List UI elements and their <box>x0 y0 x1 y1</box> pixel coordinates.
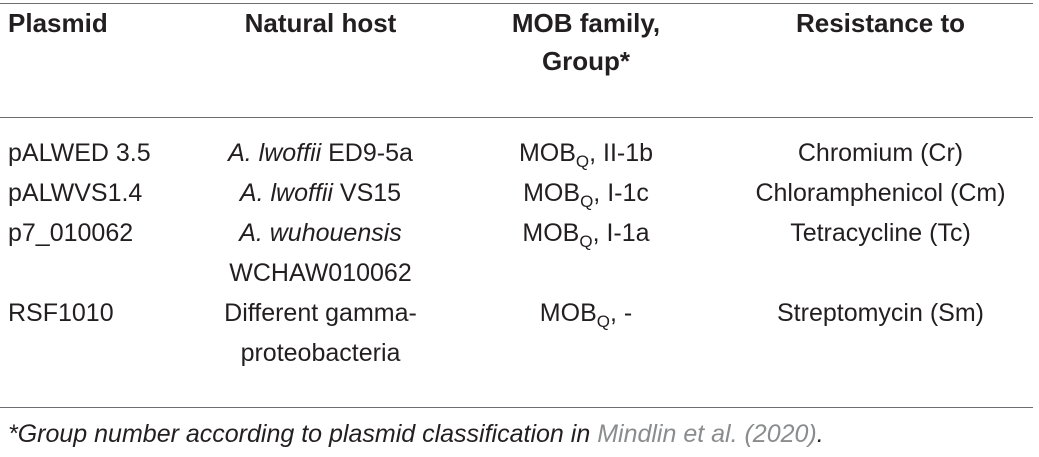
mob-group: , I-1a <box>592 219 650 247</box>
host-description-line2: proteobacteria <box>240 339 401 367</box>
header-natural-host: Natural host <box>244 8 397 38</box>
footnote-period: . <box>816 420 824 448</box>
host-strain: ED9-5a <box>321 139 413 167</box>
header-row: Plasmid Natural host MOB family, Group* R… <box>0 4 1033 117</box>
cell-mob-family: MOBQ, II-1b <box>444 117 728 173</box>
mob-subscript: Q <box>580 192 594 211</box>
mob-group: , I-1c <box>593 179 649 207</box>
mob-base: MOB <box>539 299 597 327</box>
mob-subscript: Q <box>579 232 593 251</box>
table-row: pALWVS1.4 A. lwoffii VS15 MOBQ, I-1c Chl… <box>0 173 1033 213</box>
table-row: RSF1010 Different gamma-proteobacteria M… <box>0 293 1033 373</box>
mob-base: MOB <box>523 179 581 207</box>
cell-resistance: Streptomycin (Sm) <box>777 299 984 327</box>
plasmid-table: Plasmid Natural host MOB family, Group* R… <box>0 4 1033 373</box>
table-header: Plasmid Natural host MOB family, Group* R… <box>0 4 1033 117</box>
cell-natural-host: Different gamma-proteobacteria <box>197 293 444 373</box>
header-resistance: Resistance to <box>795 8 966 38</box>
cell-plasmid: pALWVS1.4 <box>8 179 143 207</box>
host-strain-line2: WCHAW010062 <box>229 259 412 287</box>
host-species: A. lwoffii <box>239 179 333 207</box>
header-mob-family: MOB family, Group* <box>444 4 728 117</box>
cell-mob-family: MOBQ, I-1c <box>444 173 728 213</box>
cell-resistance: Chloramphenicol (Cm) <box>755 179 1006 207</box>
mob-base: MOB <box>518 139 576 167</box>
table-top-rule <box>0 3 1033 4</box>
mob-subscript: Q <box>575 152 590 171</box>
table-footnote: *Group number according to plasmid class… <box>8 420 824 449</box>
mob-group: , II-1b <box>589 139 654 167</box>
host-species: A. lwoffii <box>228 139 322 167</box>
cell-plasmid: pALWED 3.5 <box>8 139 151 167</box>
cell-natural-host: A. wuhouensis WCHAW010062 <box>197 213 444 293</box>
table-header-rule <box>0 117 1033 118</box>
table-bottom-rule <box>0 407 1033 408</box>
cell-plasmid: p7_010062 <box>8 219 134 247</box>
table-row: pALWED 3.5 A. lwoffii ED9-5a MOBQ, II-1b… <box>0 117 1033 173</box>
cell-resistance: Chromium (Cr) <box>797 139 964 167</box>
citation-link[interactable]: Mindlin et al. (2020) <box>597 420 817 448</box>
header-mob-line2: Group* <box>541 46 631 76</box>
header-mob-line1: MOB family, <box>511 8 661 38</box>
mob-group: , - <box>609 299 633 327</box>
host-strain: VS15 <box>332 179 402 207</box>
cell-resistance: Tetracycline (Tc) <box>790 219 971 247</box>
host-description: Different gamma- <box>224 299 417 327</box>
table-row: p7_010062 A. wuhouensis WCHAW010062 MOBQ,… <box>0 213 1033 293</box>
cell-mob-family: MOBQ, - <box>444 293 728 373</box>
cell-natural-host: A. lwoffii VS15 <box>197 173 444 213</box>
cell-plasmid: RSF1010 <box>8 299 114 327</box>
host-species: A. wuhouensis <box>239 219 402 247</box>
cell-natural-host: A. lwoffii ED9-5a <box>197 117 444 173</box>
mob-base: MOB <box>522 219 580 247</box>
table-body: pALWED 3.5 A. lwoffii ED9-5a MOBQ, II-1b… <box>0 117 1033 373</box>
footnote-text: *Group number according to plasmid class… <box>8 420 598 448</box>
header-plasmid: Plasmid <box>8 8 108 38</box>
mob-subscript: Q <box>596 312 610 331</box>
cell-mob-family: MOBQ, I-1a <box>444 213 728 293</box>
